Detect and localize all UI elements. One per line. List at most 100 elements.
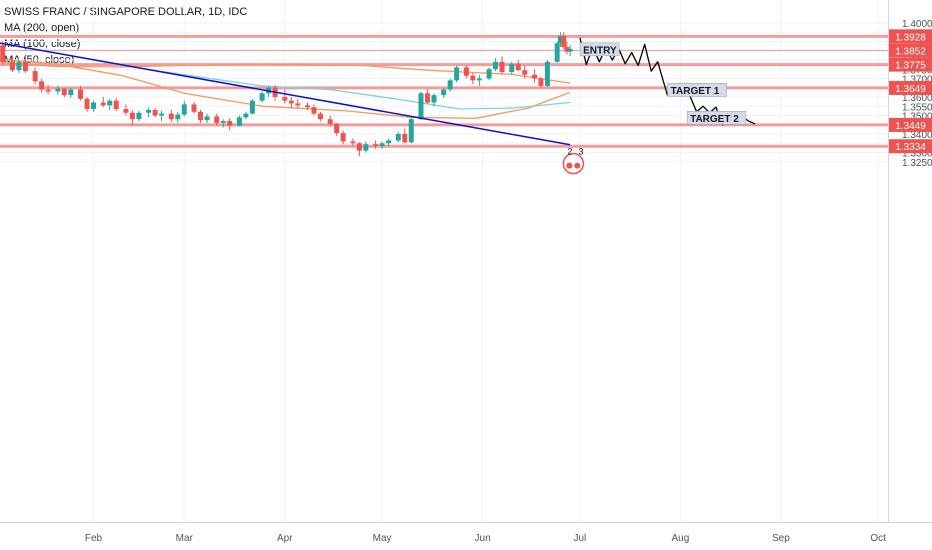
candle-body[interactable] bbox=[68, 89, 74, 96]
annotation-box[interactable] bbox=[579, 42, 620, 57]
candle-body[interactable] bbox=[152, 109, 158, 116]
candle-body[interactable] bbox=[447, 80, 453, 90]
candle-body[interactable] bbox=[113, 100, 119, 110]
candle-body[interactable] bbox=[295, 103, 301, 106]
candle-body[interactable] bbox=[463, 67, 469, 76]
candle-body[interactable] bbox=[0, 45, 6, 62]
candle-body[interactable] bbox=[236, 117, 242, 126]
trendline[interactable] bbox=[0, 42, 571, 146]
candle-body[interactable] bbox=[408, 119, 414, 143]
candle-body[interactable] bbox=[486, 69, 492, 79]
candle-body[interactable] bbox=[395, 134, 401, 141]
time-tick-label: Jun bbox=[475, 533, 491, 544]
candle-body[interactable] bbox=[515, 63, 521, 71]
candle-body[interactable] bbox=[123, 109, 129, 113]
event-marker-badge-number: 3 bbox=[578, 147, 583, 157]
level-price-label: 1.3334 bbox=[895, 142, 926, 153]
annotation-box[interactable] bbox=[686, 110, 747, 125]
candle-body[interactable] bbox=[100, 102, 106, 106]
candle-body[interactable] bbox=[531, 74, 537, 79]
candle-body[interactable] bbox=[557, 35, 563, 44]
event-marker-icon[interactable] bbox=[562, 152, 585, 175]
candle-body[interactable] bbox=[227, 121, 233, 126]
candle-body[interactable] bbox=[350, 141, 356, 144]
candle-body[interactable] bbox=[538, 78, 544, 86]
candle-body[interactable] bbox=[431, 95, 437, 103]
candle-body[interactable] bbox=[454, 67, 460, 81]
candle-body[interactable] bbox=[402, 134, 408, 143]
candle-body[interactable] bbox=[418, 93, 424, 120]
candle-body[interactable] bbox=[84, 98, 90, 110]
candle-body[interactable] bbox=[340, 133, 346, 142]
candle-body[interactable] bbox=[493, 61, 499, 70]
candle-body[interactable] bbox=[16, 61, 22, 71]
annotation-label: ENTRY bbox=[583, 45, 617, 56]
candle-body[interactable] bbox=[9, 61, 15, 71]
time-tick-label: Sep bbox=[772, 533, 790, 544]
candle-body[interactable] bbox=[470, 75, 476, 81]
candle-body[interactable] bbox=[22, 61, 28, 72]
candle-body[interactable] bbox=[305, 105, 311, 108]
candle-body[interactable] bbox=[522, 70, 528, 75]
candle-body[interactable] bbox=[249, 100, 255, 114]
candle-body[interactable] bbox=[146, 109, 152, 113]
price-tick-label: 1.3300 bbox=[902, 149, 932, 160]
time-tick-label: Jul bbox=[573, 533, 586, 544]
candle-body[interactable] bbox=[356, 143, 362, 151]
candle-body[interactable] bbox=[129, 112, 135, 120]
candle-body[interactable] bbox=[509, 63, 515, 73]
candle-body[interactable] bbox=[327, 119, 333, 124]
price-tick-label: 1.3600 bbox=[902, 93, 932, 104]
level-price-label-bg bbox=[889, 117, 932, 132]
candle-body[interactable] bbox=[181, 104, 187, 115]
candle-body[interactable] bbox=[61, 88, 67, 96]
candle-body[interactable] bbox=[175, 114, 181, 120]
event-marker-dot bbox=[574, 162, 581, 169]
level-price-label: 1.3775 bbox=[895, 61, 926, 72]
candle-body[interactable] bbox=[136, 112, 142, 120]
annotation-box[interactable] bbox=[667, 83, 727, 97]
candle-body[interactable] bbox=[441, 89, 447, 96]
time-tick-label: Oct bbox=[870, 533, 886, 544]
candle-body[interactable] bbox=[159, 113, 165, 116]
candle-body[interactable] bbox=[243, 113, 249, 118]
candle-body[interactable] bbox=[55, 88, 61, 92]
candle-body[interactable] bbox=[363, 144, 369, 151]
candle-body[interactable] bbox=[544, 61, 550, 86]
candle-body[interactable] bbox=[39, 81, 45, 90]
candle-body[interactable] bbox=[334, 123, 340, 134]
candle-body[interactable] bbox=[288, 100, 294, 104]
level-price-label-bg bbox=[889, 43, 932, 58]
candle-body[interactable] bbox=[554, 43, 560, 62]
candle-body[interactable] bbox=[373, 144, 379, 147]
candle-body[interactable] bbox=[499, 61, 505, 73]
candle-body[interactable] bbox=[32, 71, 38, 82]
candle-body[interactable] bbox=[282, 97, 288, 101]
candle-body[interactable] bbox=[220, 121, 226, 123]
candle-body[interactable] bbox=[317, 113, 323, 120]
candle-body[interactable] bbox=[561, 35, 567, 48]
candle-body[interactable] bbox=[259, 93, 265, 101]
candle-body[interactable] bbox=[424, 93, 430, 103]
candle-body[interactable] bbox=[78, 89, 84, 99]
candle-body[interactable] bbox=[311, 107, 317, 114]
candle-body[interactable] bbox=[214, 116, 220, 123]
price-tick-label: 1.3700 bbox=[902, 75, 932, 86]
symbol-title: SWISS FRANC / SINGAPORE DOLLAR, 1D, IDC bbox=[4, 6, 248, 18]
candle-body[interactable] bbox=[168, 113, 174, 120]
candle-body[interactable] bbox=[564, 47, 570, 52]
candle-body[interactable] bbox=[476, 78, 482, 81]
time-tick-label: Mar bbox=[176, 533, 194, 544]
candle-body[interactable] bbox=[191, 104, 197, 112]
candle-body[interactable] bbox=[204, 116, 210, 121]
candle-body[interactable] bbox=[91, 102, 97, 110]
price-tick-label: 1.3550 bbox=[902, 102, 932, 113]
candle-body[interactable] bbox=[45, 89, 51, 92]
candle-body[interactable] bbox=[107, 100, 113, 106]
candle-body[interactable] bbox=[386, 140, 392, 144]
candle-body[interactable] bbox=[379, 143, 385, 147]
candle-body[interactable] bbox=[567, 48, 573, 52]
candle-body[interactable] bbox=[198, 111, 204, 121]
